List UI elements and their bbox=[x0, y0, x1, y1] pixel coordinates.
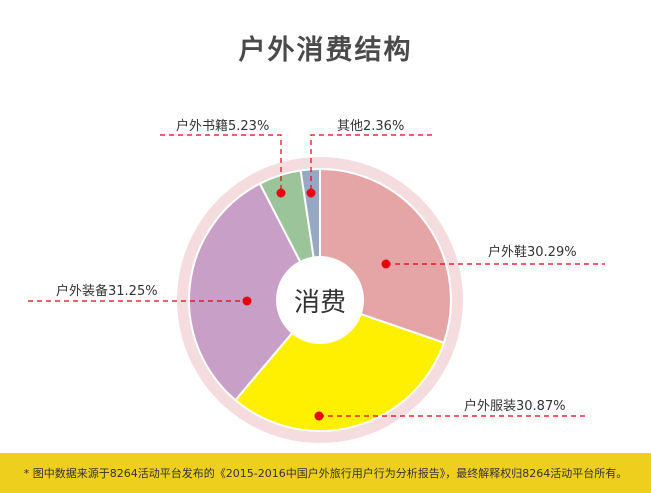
footer-note-text: * 图中数据来源于8264活动平台发布的《2015-2016中国户外旅行用户行为… bbox=[23, 467, 628, 480]
leader-other bbox=[310, 134, 432, 191]
dot-books bbox=[276, 188, 286, 198]
chart-title: 户外消费结构 bbox=[238, 35, 413, 66]
dot-gear bbox=[242, 296, 252, 306]
center-label: 消费 bbox=[276, 256, 364, 344]
dot-clothing bbox=[314, 411, 324, 421]
pie-slice bbox=[234, 298, 446, 432]
footer-note: * 图中数据来源于8264活动平台发布的《2015-2016中国户外旅行用户行为… bbox=[0, 453, 651, 493]
label-books: 户外书籍5.23% bbox=[176, 119, 270, 134]
leader-lines bbox=[28, 134, 605, 417]
label-clothing: 户外服装30.87% bbox=[464, 399, 566, 414]
dot-shoes bbox=[381, 259, 391, 269]
dot-other bbox=[306, 188, 316, 198]
label-other: 其他2.36% bbox=[337, 119, 405, 134]
label-gear: 户外装备31.25% bbox=[56, 284, 158, 299]
label-shoes: 户外鞋30.29% bbox=[488, 245, 577, 260]
leader-books bbox=[160, 134, 282, 191]
leader-dots bbox=[242, 188, 391, 421]
